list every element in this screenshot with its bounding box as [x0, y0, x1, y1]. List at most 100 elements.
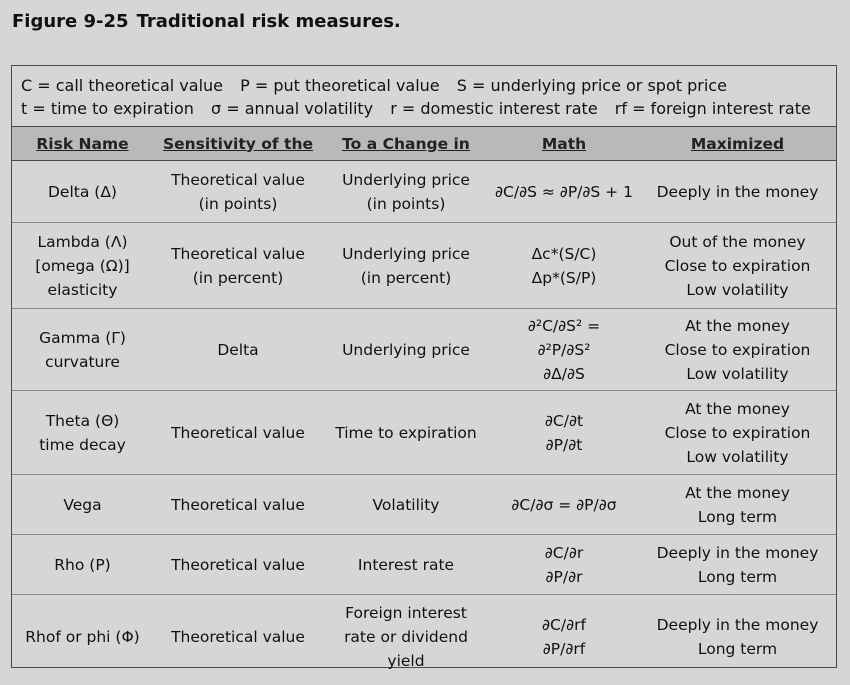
cell-line: Low volatility: [686, 280, 789, 299]
legend-item: S = underlying price or spot price: [456, 76, 727, 95]
cell-line: Underlying price: [342, 244, 470, 263]
cell-maximized: Out of the money Close to expiration Low v…: [639, 222, 836, 309]
cell-line: rate or dividend: [344, 627, 468, 646]
legend-item: C = call theoretical value: [21, 76, 223, 95]
cell-line: Lambda (Λ): [37, 232, 128, 251]
cell-line: Out of the money: [669, 232, 806, 251]
header-risk-name: Risk Name: [12, 126, 153, 161]
cell-line: At the money: [685, 483, 790, 502]
cell-line: Δp*(S/P): [531, 268, 597, 287]
cell-line: (in percent): [360, 268, 452, 287]
cell-sensitivity: Theoretical value: [153, 474, 323, 535]
table-body: Delta (Δ) Theoretical value (in points) Und…: [12, 160, 836, 679]
table-row: Rhof or phi (Φ) Theoretical value Foreign …: [12, 595, 836, 679]
cell-change-in: Underlying price (in percent): [323, 222, 489, 309]
cell-math: ∂²C/∂S² = ∂²P/∂S² ∂Δ/∂S: [489, 308, 639, 391]
cell-line: Close to expiration: [664, 256, 811, 275]
cell-line: (in points): [366, 194, 446, 213]
legend-line-1: C = call theoretical value P = put theor…: [21, 74, 823, 97]
cell-change-in: Foreign interest rate or dividend yield: [323, 595, 489, 679]
cell-math: ∂C/∂rf ∂P/∂rf: [489, 595, 639, 679]
header-change-in: To a Change in: [323, 126, 489, 161]
cell-line: At the money: [685, 399, 790, 418]
table-header-row: Risk Name Sensitivity of the To a Change…: [12, 126, 836, 161]
cell-sensitivity: Theoretical value (in points): [153, 160, 323, 223]
cell-line: ∂²C/∂S² =: [527, 316, 601, 335]
cell-line: Theoretical value: [171, 170, 305, 189]
cell-sensitivity: Theoretical value: [153, 390, 323, 475]
cell-sensitivity: Theoretical value: [153, 534, 323, 595]
cell-math: Δc*(S/C) Δp*(S/P): [489, 222, 639, 309]
cell-line: Long term: [697, 567, 778, 586]
table-row: Delta (Δ) Theoretical value (in points) Und…: [12, 160, 836, 223]
cell-line: Interest rate: [357, 555, 455, 574]
cell-line: Theoretical value: [171, 555, 305, 574]
cell-line: Low volatility: [686, 447, 789, 466]
risk-measures-table: Risk Name Sensitivity of the To a Change…: [12, 126, 836, 679]
cell-maximized: At the money Close to expiration Low volat…: [639, 308, 836, 391]
cell-line: (in percent): [192, 268, 284, 287]
legend-item: t = time to expiration: [21, 99, 194, 118]
cell-line: Theta (Θ): [45, 411, 120, 430]
cell-line: ∂²P/∂S²: [537, 340, 591, 359]
cell-line: Long term: [697, 507, 778, 526]
cell-line: Deeply in the money: [656, 182, 819, 201]
cell-risk-name: Gamma (Γ) curvature: [12, 308, 153, 391]
legend-item: P = put theoretical value: [240, 76, 440, 95]
cell-change-in: Volatility: [323, 474, 489, 535]
cell-change-in: Underlying price: [323, 308, 489, 391]
cell-math: ∂C/∂t ∂P/∂t: [489, 390, 639, 475]
cell-line: Δc*(S/C): [531, 244, 597, 263]
header-math: Math: [489, 126, 639, 161]
cell-line: yield: [387, 651, 425, 670]
legend-item: rf = foreign interest rate: [614, 99, 811, 118]
cell-change-in: Underlying price (in points): [323, 160, 489, 223]
cell-line: At the money: [685, 316, 790, 335]
cell-maximized: Deeply in the money: [639, 160, 836, 223]
figure-title: Figure 9-25 Traditional risk measures.: [12, 11, 401, 32]
table-row: Rho (P) Theoretical value Interest rate ∂C/…: [12, 534, 836, 595]
cell-line: ∂C/∂t: [544, 411, 584, 430]
cell-risk-name: Theta (Θ) time decay: [12, 390, 153, 475]
cell-maximized: At the money Close to expiration Low volat…: [639, 390, 836, 475]
cell-line: Volatility: [372, 495, 440, 514]
cell-line: ∂C/∂S ≈ ∂P/∂S + 1: [495, 182, 633, 201]
cell-risk-name: Delta (Δ): [12, 160, 153, 223]
table-row: Vega Theoretical value Volatility ∂C/∂σ = ∂…: [12, 474, 836, 535]
legend-line-2: t = time to expiration σ = annual volati…: [21, 97, 823, 120]
legend-item: r = domestic interest rate: [390, 99, 598, 118]
cell-maximized: At the money Long term: [639, 474, 836, 535]
cell-maximized: Deeply in the money Long term: [639, 534, 836, 595]
cell-line: Theoretical value: [171, 423, 305, 442]
cell-line: Vega: [63, 495, 102, 514]
cell-line: Rho (P): [54, 555, 111, 574]
cell-sensitivity: Theoretical value (in percent): [153, 222, 323, 309]
cell-line: Close to expiration: [664, 423, 811, 442]
cell-math: ∂C/∂r ∂P/∂r: [489, 534, 639, 595]
cell-line: ∂C/∂σ = ∂P/∂σ: [511, 495, 617, 514]
legend-item: σ = annual volatility: [211, 99, 374, 118]
cell-line: ∂C/∂r: [544, 543, 584, 562]
header-maximized: Maximized: [639, 126, 836, 161]
figure-caption: Traditional risk measures.: [136, 11, 401, 32]
cell-line: [omega (Ω)]: [35, 256, 130, 275]
cell-sensitivity: Theoretical value: [153, 595, 323, 679]
cell-line: ∂Δ/∂S: [543, 364, 585, 383]
cell-math: ∂C/∂S ≈ ∂P/∂S + 1: [489, 160, 639, 223]
cell-maximized: Deeply in the money Long term: [639, 595, 836, 679]
cell-line: time decay: [39, 435, 126, 454]
table-row: Theta (Θ) time decay Theoretical value Time…: [12, 390, 836, 475]
cell-line: (in points): [198, 194, 278, 213]
cell-line: ∂P/∂rf: [542, 639, 586, 658]
cell-line: Delta: [217, 340, 259, 359]
cell-sensitivity: Delta: [153, 308, 323, 391]
cell-line: ∂P/∂r: [545, 567, 583, 586]
cell-math: ∂C/∂σ = ∂P/∂σ: [489, 474, 639, 535]
cell-line: Rhof or phi (Φ): [25, 627, 140, 646]
cell-line: Theoretical value: [171, 244, 305, 263]
cell-risk-name: Lambda (Λ) [omega (Ω)] elasticity: [12, 222, 153, 309]
cell-line: Deeply in the money: [656, 615, 819, 634]
cell-risk-name: Vega: [12, 474, 153, 535]
cell-line: Long term: [697, 639, 778, 658]
cell-line: ∂C/∂rf: [542, 615, 586, 634]
